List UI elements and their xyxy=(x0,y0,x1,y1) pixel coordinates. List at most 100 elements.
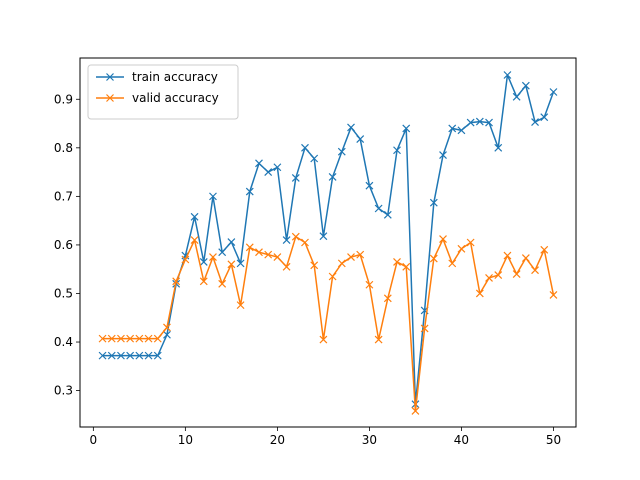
x-tick-label: 10 xyxy=(178,433,193,447)
data-point-marker xyxy=(264,250,273,259)
data-point-marker xyxy=(255,248,263,257)
data-point-marker xyxy=(549,291,558,299)
y-tick-label: 0.9 xyxy=(54,92,73,106)
data-point-marker xyxy=(365,280,374,289)
data-point-marker xyxy=(457,244,466,253)
data-point-marker xyxy=(172,277,181,286)
data-point-marker xyxy=(466,118,475,127)
series-valid-accuracy xyxy=(98,232,558,415)
data-point-marker xyxy=(126,334,135,343)
data-point-marker xyxy=(153,351,162,360)
data-point-marker xyxy=(163,323,171,332)
data-point-marker xyxy=(135,351,144,360)
data-point-marker xyxy=(356,250,365,259)
data-point-marker xyxy=(282,262,291,271)
data-point-marker xyxy=(245,187,254,196)
data-point-marker xyxy=(457,126,466,135)
data-point-marker xyxy=(209,192,217,201)
data-point-marker xyxy=(236,301,245,310)
data-point-marker xyxy=(319,232,328,241)
y-tick-label: 0.6 xyxy=(54,238,73,252)
data-point-marker xyxy=(282,236,291,244)
data-point-marker xyxy=(301,143,309,152)
data-point-marker xyxy=(181,255,190,264)
data-point-marker xyxy=(420,324,429,333)
data-point-marker xyxy=(310,261,319,270)
data-point-marker xyxy=(328,272,337,281)
data-point-marker xyxy=(190,236,199,244)
data-point-marker xyxy=(402,124,411,133)
data-point-marker xyxy=(383,294,392,303)
data-point-marker xyxy=(549,88,558,96)
data-point-marker xyxy=(521,254,530,262)
data-point-marker xyxy=(475,117,484,126)
data-point-marker xyxy=(98,334,107,343)
data-point-marker xyxy=(383,210,392,219)
data-point-marker xyxy=(245,243,254,252)
y-tick-label: 0.3 xyxy=(54,384,73,398)
data-point-marker xyxy=(356,135,365,144)
legend-entry: valid accuracy xyxy=(96,91,219,105)
data-point-marker xyxy=(163,330,171,339)
data-point-marker xyxy=(190,212,199,221)
data-point-marker xyxy=(264,168,273,177)
data-point-marker xyxy=(439,151,447,160)
data-point-marker xyxy=(347,253,355,261)
data-point-marker xyxy=(291,174,300,182)
data-point-marker xyxy=(227,260,236,269)
data-point-marker xyxy=(117,334,125,343)
data-point-marker xyxy=(429,198,438,207)
data-point-marker xyxy=(411,407,420,415)
y-axis: 0.3 0.4 0.5 0.6 0.7 0.8 0.9 xyxy=(54,92,80,398)
data-point-marker xyxy=(310,154,319,163)
data-point-marker xyxy=(503,251,512,260)
legend-entry: train accuracy xyxy=(96,70,218,84)
data-point-marker xyxy=(494,271,503,279)
data-point-marker xyxy=(218,248,227,257)
legend: train accuracy valid accuracy xyxy=(87,64,239,120)
series-layer xyxy=(98,71,558,415)
data-point-marker xyxy=(347,123,355,132)
data-point-marker xyxy=(273,253,282,261)
data-point-marker xyxy=(301,238,309,247)
data-point-marker xyxy=(144,351,153,360)
data-point-marker xyxy=(107,334,116,343)
data-point-marker xyxy=(429,254,438,263)
data-point-marker xyxy=(337,259,346,268)
data-point-marker xyxy=(98,351,107,360)
x-tick-label: 40 xyxy=(454,433,469,447)
data-point-marker xyxy=(531,118,539,127)
x-tick-label: 20 xyxy=(270,433,285,447)
data-point-marker xyxy=(439,235,447,244)
data-point-marker xyxy=(255,159,263,168)
data-point-marker xyxy=(374,204,383,213)
data-point-marker xyxy=(512,92,521,101)
data-point-marker xyxy=(503,71,512,79)
data-point-marker xyxy=(319,335,328,344)
data-point-marker xyxy=(540,113,549,122)
data-point-marker xyxy=(144,334,153,343)
legend-marker xyxy=(106,94,114,102)
data-point-marker xyxy=(227,238,236,246)
x-tick-label: 50 xyxy=(546,433,561,447)
data-point-marker xyxy=(485,274,493,282)
data-point-marker xyxy=(291,232,300,241)
data-point-marker xyxy=(153,334,162,343)
data-point-marker xyxy=(466,238,475,247)
data-point-marker xyxy=(475,289,484,298)
data-point-marker xyxy=(485,118,493,127)
legend-box xyxy=(87,64,239,120)
legend-marker xyxy=(106,73,114,81)
data-point-marker xyxy=(374,335,383,344)
data-point-marker xyxy=(236,259,245,268)
series-line xyxy=(101,235,555,412)
data-point-marker xyxy=(365,181,374,190)
y-tick-label: 0.8 xyxy=(54,141,73,155)
data-point-marker xyxy=(540,245,549,254)
data-point-marker xyxy=(209,253,217,261)
data-point-marker xyxy=(531,266,539,275)
data-point-marker xyxy=(393,146,401,155)
data-point-marker xyxy=(126,351,135,360)
data-point-marker xyxy=(273,163,282,172)
